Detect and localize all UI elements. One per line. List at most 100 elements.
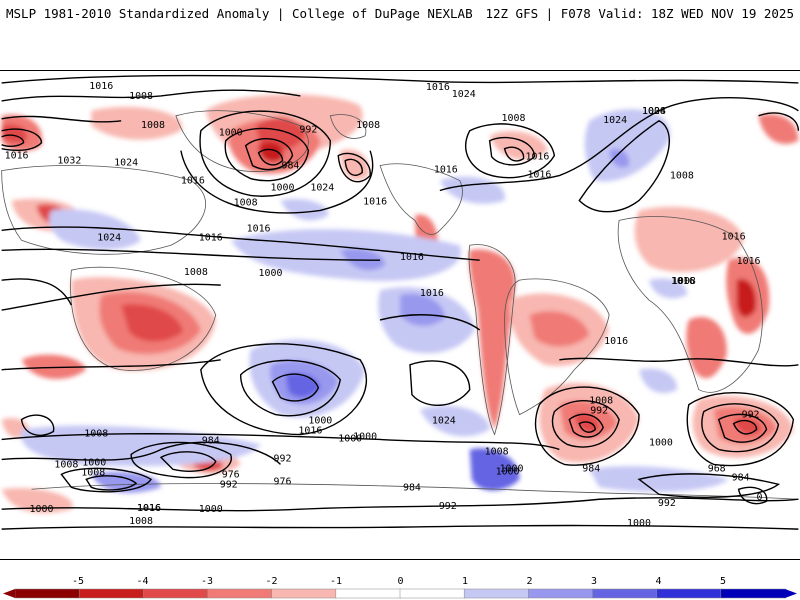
colorbar-arrow bbox=[3, 589, 15, 598]
isobar-label: 984 bbox=[732, 472, 750, 483]
isobar-label: 1024 bbox=[97, 232, 121, 243]
isobar-label: 1008 bbox=[129, 516, 153, 527]
isobar-label: 992 bbox=[220, 479, 238, 490]
colorbar-swatch bbox=[207, 588, 273, 599]
isobar-label: 1016 bbox=[247, 223, 271, 234]
isobar-label: 1024 bbox=[642, 106, 666, 117]
isobar-label: 1008 bbox=[184, 267, 208, 278]
colorbar-swatches bbox=[3, 588, 797, 599]
isobar-label: 1024 bbox=[310, 183, 334, 194]
isobar-label: 1008 bbox=[642, 106, 666, 117]
isobar-label: 1008 bbox=[356, 120, 380, 131]
isobar-label: 1000 bbox=[496, 466, 520, 477]
isobar-label: 992 bbox=[590, 406, 608, 417]
isobar-label: 992 bbox=[274, 453, 292, 464]
colorbar-swatch bbox=[335, 588, 401, 599]
isobar-label: 1016 bbox=[604, 336, 628, 347]
isobar-label: 984 bbox=[202, 435, 220, 446]
isobar-label: 992 bbox=[658, 498, 676, 509]
colorbar-tick-label: 2 bbox=[526, 576, 532, 587]
isobar-label: 1016 bbox=[363, 196, 387, 207]
isobar-label: 1000 bbox=[500, 463, 524, 474]
isobar-label: 1016 bbox=[5, 151, 29, 162]
colorbar-tick-label: -3 bbox=[201, 576, 213, 587]
colorbar-tick-label: -4 bbox=[136, 576, 148, 587]
isobar-label: 1008 bbox=[129, 91, 153, 102]
colorbar-swatch bbox=[528, 588, 594, 599]
coastlines bbox=[1, 110, 799, 500]
isobar-label: 968 bbox=[708, 463, 726, 474]
isobar-label: 1008 bbox=[81, 467, 105, 478]
colorbar-tick-labels: -5 -4 -3 -2 -1 0 1 2 3 4 5 bbox=[72, 576, 726, 587]
header-bar: MSLP 1981-2010 Standardized Anomaly | Co… bbox=[0, 0, 800, 28]
isobar-label: 1024 bbox=[114, 158, 138, 169]
isobar-label: 1016 bbox=[181, 176, 205, 187]
isobar-label: 1000 bbox=[219, 128, 243, 139]
isobar-label: 1016 bbox=[737, 256, 761, 267]
isobar-label: 992 bbox=[742, 410, 760, 421]
isobar-label: 1016 bbox=[525, 152, 549, 163]
isobar-label: 1016 bbox=[527, 170, 551, 181]
isobar-label: 1000 bbox=[649, 437, 673, 448]
isobar-label: 1016 bbox=[434, 165, 458, 176]
isobars bbox=[1, 74, 800, 530]
isobar-label: 1016 bbox=[298, 426, 322, 437]
isobar-label: 1016 bbox=[426, 82, 450, 93]
colorbar-tick-label: 1 bbox=[462, 576, 468, 587]
colorbar-swatch bbox=[78, 588, 145, 599]
isobar-label: 976 bbox=[274, 476, 292, 487]
colorbar-swatch bbox=[271, 588, 337, 599]
colorbar-swatch bbox=[656, 588, 722, 599]
isobar-label: 1016 bbox=[722, 231, 746, 242]
isobar-label: 1008 bbox=[589, 396, 613, 407]
isobar-label: 1008 bbox=[670, 171, 694, 182]
isobar-label: 1000 bbox=[308, 416, 332, 427]
isobar-label: 984 bbox=[281, 161, 299, 172]
isobar-label: 992 bbox=[439, 501, 457, 512]
colorbar-arrow bbox=[785, 589, 797, 598]
isobar-label: 1024 bbox=[603, 115, 627, 126]
colorbar-swatch bbox=[399, 588, 465, 599]
colorbar-tick-label: 5 bbox=[720, 576, 726, 587]
colorbar-swatch bbox=[143, 588, 209, 599]
isobar-label: 1008 bbox=[84, 429, 108, 440]
isobar-label: 1024 bbox=[452, 89, 476, 100]
isobar-label: 1000 bbox=[338, 433, 362, 444]
isobar-label: 1008 bbox=[234, 197, 258, 208]
isobar-label: 1008 bbox=[502, 113, 526, 124]
isobar-label: 1016 bbox=[199, 232, 223, 243]
model-run-info: 12Z GFS | F078 Valid: 18Z WED NOV 19 202… bbox=[485, 6, 794, 21]
colorbar-tick-label: 4 bbox=[655, 576, 661, 587]
isobar-label: 1008 bbox=[672, 276, 696, 287]
isobar-label: 984 bbox=[582, 463, 600, 474]
anomaly-shading bbox=[1, 94, 799, 514]
isobar-label: 0 bbox=[757, 492, 763, 503]
colorbar-tick-label: -5 bbox=[72, 576, 84, 587]
isobar-label: 984 bbox=[403, 482, 421, 493]
colorbar-tick-label: -2 bbox=[265, 576, 277, 587]
colorbar: -5 -4 -3 -2 -1 0 1 2 3 4 5 bbox=[3, 576, 797, 599]
isobar-label: 1016 bbox=[400, 252, 424, 263]
isobar-label: 1016 bbox=[671, 276, 695, 287]
colorbar-tick-label: 3 bbox=[591, 576, 597, 587]
isobar-label: 1000 bbox=[627, 518, 651, 529]
isobar-label: 1016 bbox=[137, 503, 161, 514]
isobar-label: 1000 bbox=[353, 431, 377, 442]
isobar-label: 1008 bbox=[141, 120, 165, 131]
isobar-label: 1000 bbox=[199, 504, 223, 515]
colorbar-swatch bbox=[14, 588, 80, 599]
isobar-label: 1016 bbox=[89, 81, 113, 92]
colorbar-tick-label: -1 bbox=[330, 576, 342, 587]
map-title: MSLP 1981-2010 Standardized Anomaly | Co… bbox=[6, 6, 473, 21]
colorbar-tick-label: 0 bbox=[397, 576, 403, 587]
isobar-label: 1008 bbox=[54, 459, 78, 470]
isobar-label: 1000 bbox=[30, 504, 54, 515]
isobar-label: 1016 bbox=[420, 288, 444, 299]
colorbar-swatch bbox=[592, 588, 658, 599]
isobar-label: 1000 bbox=[82, 457, 106, 468]
colorbar-swatch bbox=[463, 588, 530, 599]
isobar-label: 1024 bbox=[432, 416, 456, 427]
isobar-label: 1016 bbox=[137, 503, 161, 514]
colorbar-swatch bbox=[720, 588, 786, 599]
